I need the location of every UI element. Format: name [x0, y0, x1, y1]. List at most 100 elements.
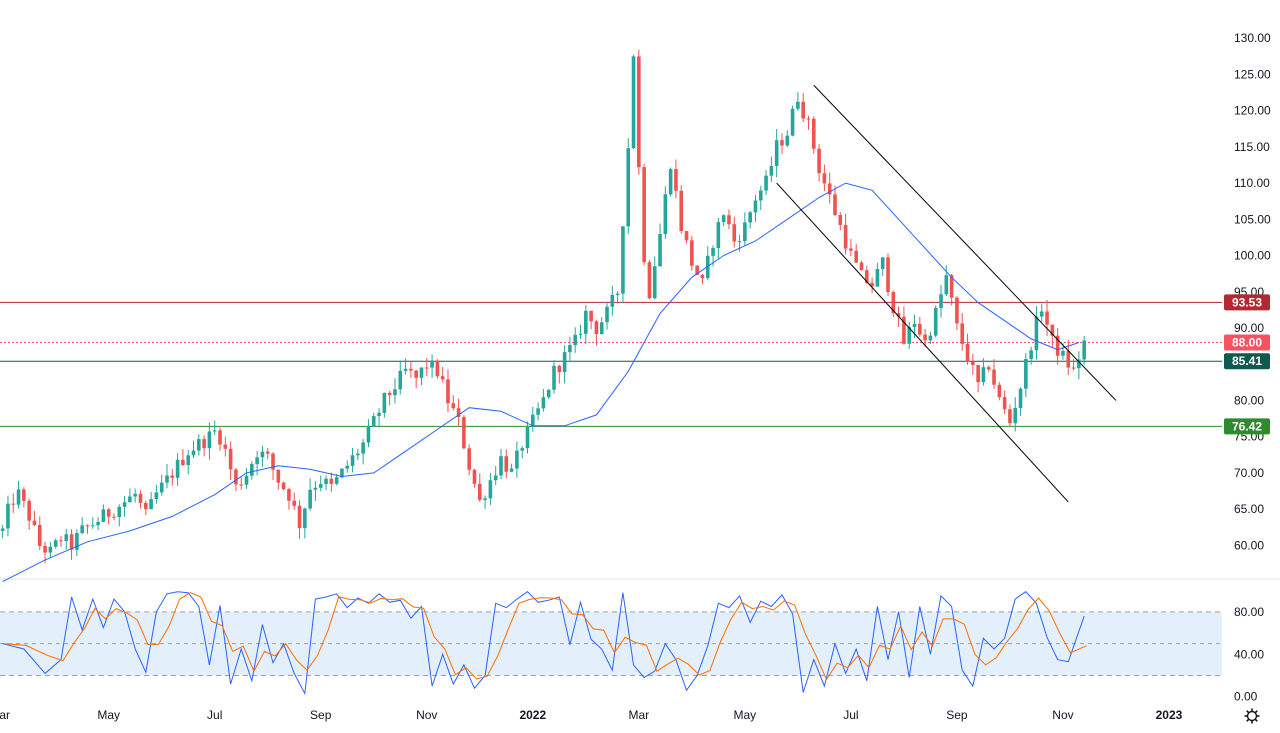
candle-body [1034, 316, 1039, 351]
candle-body [748, 212, 752, 223]
candle-body [212, 430, 217, 432]
candle-body [112, 516, 116, 518]
candle-body [615, 293, 620, 295]
candle-body [955, 297, 959, 324]
candle-body [472, 469, 477, 484]
price-label-text: 88.00 [1232, 335, 1262, 349]
candle-body [64, 534, 69, 542]
candle-body [679, 190, 684, 232]
candle-body [53, 540, 58, 547]
candle-body [960, 323, 965, 344]
candle-body [589, 310, 593, 322]
candle-body [1061, 350, 1065, 356]
candle-body [1013, 407, 1018, 424]
y-tick-label: 125.00 [1234, 67, 1271, 81]
oscillator-y-tick-label: 0.00 [1234, 690, 1258, 704]
candles [0, 49, 1086, 564]
x-tick-label: Jul [207, 708, 222, 722]
candle-body [854, 250, 858, 263]
candle-body [918, 323, 922, 335]
candle-body [154, 492, 159, 500]
candle-body [981, 367, 986, 383]
candle-body [297, 505, 302, 529]
price-label-box [1224, 294, 1270, 311]
candle-body [186, 455, 191, 466]
candle-body [891, 292, 896, 314]
candle-body [552, 365, 556, 390]
candle-body [822, 173, 827, 184]
candle-body [997, 384, 1002, 398]
candle-body [907, 327, 912, 344]
candle-body [37, 524, 42, 546]
candle-body [1029, 350, 1033, 359]
x-tick-label: 2022 [519, 708, 546, 722]
x-tick-label: 2023 [1156, 708, 1183, 722]
candle-body [573, 334, 578, 346]
candle-body [621, 226, 625, 294]
gear-tooth [1254, 710, 1258, 714]
candle-body [435, 360, 440, 377]
y-tick-label: 65.00 [1234, 502, 1264, 516]
candle-body [488, 480, 493, 499]
candle-body [833, 194, 837, 215]
price-label-text: 85.41 [1232, 354, 1262, 368]
candle-body [849, 248, 853, 251]
candle-body [631, 56, 636, 149]
candle-body [371, 416, 376, 427]
candle-body [22, 489, 26, 501]
candle-body [1077, 359, 1081, 369]
candle-body [191, 450, 196, 456]
candle-body [334, 477, 339, 484]
candle-body [626, 148, 631, 227]
x-tick-label: Mar [628, 708, 649, 722]
candle-body [642, 167, 646, 263]
price-label-box [1224, 353, 1270, 370]
candle-body [976, 365, 980, 383]
candle-body [758, 190, 763, 201]
candle-body [610, 294, 615, 307]
candle-body [711, 247, 715, 256]
candle-body [303, 508, 307, 529]
candle-body [96, 521, 100, 526]
candle-body [265, 451, 270, 454]
candle-body [377, 412, 381, 417]
candle-body [732, 224, 737, 242]
candle-body [451, 403, 456, 409]
candle-body [1008, 409, 1012, 424]
candle-body [668, 169, 673, 195]
candle-body [308, 489, 312, 509]
candle-body [1039, 311, 1044, 317]
candle-body [106, 509, 111, 517]
candle-body [456, 408, 461, 417]
candle-body [0, 528, 5, 531]
candle-body [780, 140, 784, 146]
candle-body [414, 370, 418, 378]
candle-body [11, 503, 16, 505]
x-tick-label: May [734, 708, 757, 722]
candle-body [1018, 388, 1023, 408]
y-tick-label: 70.00 [1234, 466, 1264, 480]
candle-body [806, 118, 811, 120]
candle-body [244, 475, 249, 485]
candle-body [149, 499, 153, 510]
x-tick-label: ar [0, 708, 10, 722]
candle-body [197, 439, 201, 451]
candle-body [122, 502, 127, 507]
candle-body [255, 457, 259, 465]
candle-body [721, 215, 726, 223]
channel-lines [776, 84, 1117, 503]
settings-gear-icon[interactable] [1244, 708, 1260, 724]
oscillator-y-tick-label: 40.00 [1234, 647, 1264, 661]
candle-body [599, 322, 604, 335]
candle-body [864, 270, 869, 283]
candle-body [366, 426, 371, 443]
candle-body [80, 525, 84, 534]
gear-ring [1246, 710, 1258, 722]
candle-body [928, 335, 933, 341]
candle-body [695, 265, 699, 275]
candle-body [1045, 311, 1049, 325]
candle-body [234, 469, 238, 485]
candle-body [774, 140, 779, 167]
candle-body [101, 509, 106, 522]
